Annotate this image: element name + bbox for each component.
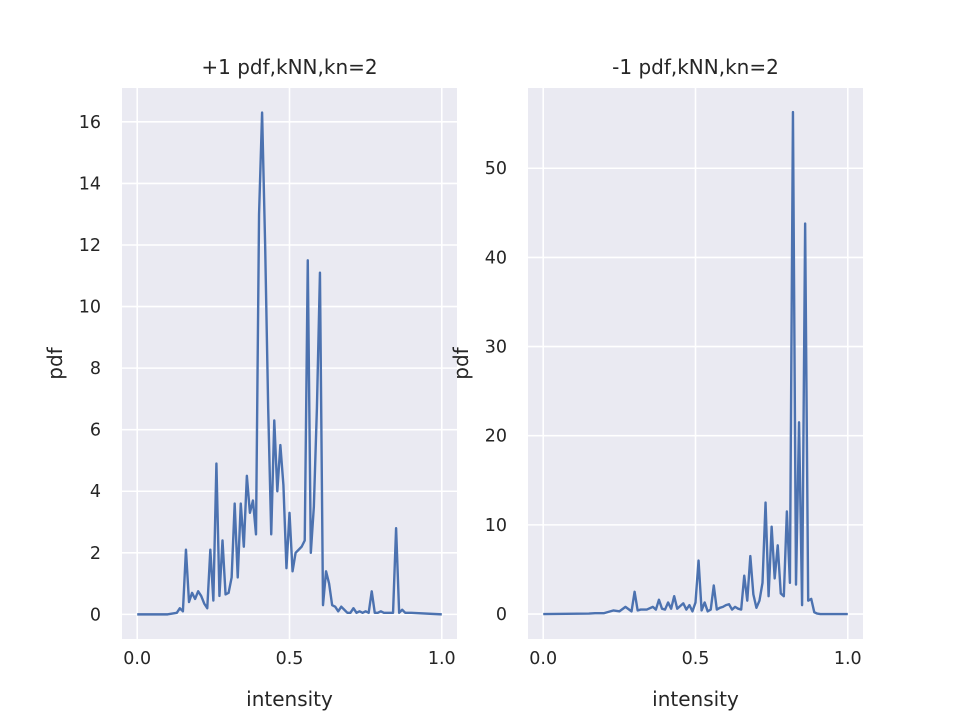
y-tick-label: 6 bbox=[90, 421, 101, 441]
y-tick-label: 16 bbox=[79, 113, 101, 133]
x-tick-label: 0.0 bbox=[529, 649, 557, 669]
y-tick-label: 30 bbox=[485, 338, 507, 358]
y-tick-label: 40 bbox=[485, 248, 507, 268]
y-tick-label: 50 bbox=[485, 159, 507, 179]
y-tick-label: 12 bbox=[79, 236, 101, 256]
chart-title: -1 pdf,kNN,kn=2 bbox=[612, 55, 779, 79]
y-tick-label: 14 bbox=[79, 174, 101, 194]
y-tick-label: 0 bbox=[90, 605, 101, 625]
y-axis-label: pdf bbox=[43, 346, 67, 379]
y-tick-label: 10 bbox=[79, 298, 101, 318]
x-tick-label: 0.5 bbox=[682, 649, 710, 669]
x-tick-labels: 0.0 0.5 1.0 bbox=[529, 649, 861, 669]
subplot-negative: 0.0 0.5 1.0 0 10 20 30 40 50 -1 pdf,kNN,kn=2 in… bbox=[449, 55, 863, 711]
y-tick-labels: 0 10 20 30 40 50 bbox=[485, 159, 507, 625]
x-tick-label: 0.5 bbox=[276, 649, 304, 669]
x-tick-label: 0.0 bbox=[123, 649, 151, 669]
pdf-line bbox=[543, 110, 848, 616]
y-tick-label: 20 bbox=[485, 427, 507, 447]
x-tick-labels: 0.0 0.5 1.0 bbox=[123, 649, 455, 669]
x-tick-label: 1.0 bbox=[834, 649, 862, 669]
y-tick-label: 0 bbox=[496, 605, 507, 625]
y-axis-label: pdf bbox=[449, 346, 473, 379]
y-tick-label: 10 bbox=[485, 516, 507, 536]
x-axis-label: intensity bbox=[246, 687, 333, 711]
x-tick-label: 1.0 bbox=[428, 649, 456, 669]
grid bbox=[528, 88, 863, 639]
y-tick-label: 8 bbox=[90, 359, 101, 379]
chart-title: +1 pdf,kNN,kn=2 bbox=[201, 55, 377, 79]
x-axis-label: intensity bbox=[652, 687, 739, 711]
y-tick-label: 2 bbox=[90, 544, 101, 564]
y-tick-labels: 0 2 4 6 8 10 12 14 16 bbox=[79, 113, 101, 626]
grid bbox=[122, 88, 457, 639]
y-tick-label: 4 bbox=[90, 482, 101, 502]
pdf-line bbox=[137, 111, 442, 616]
